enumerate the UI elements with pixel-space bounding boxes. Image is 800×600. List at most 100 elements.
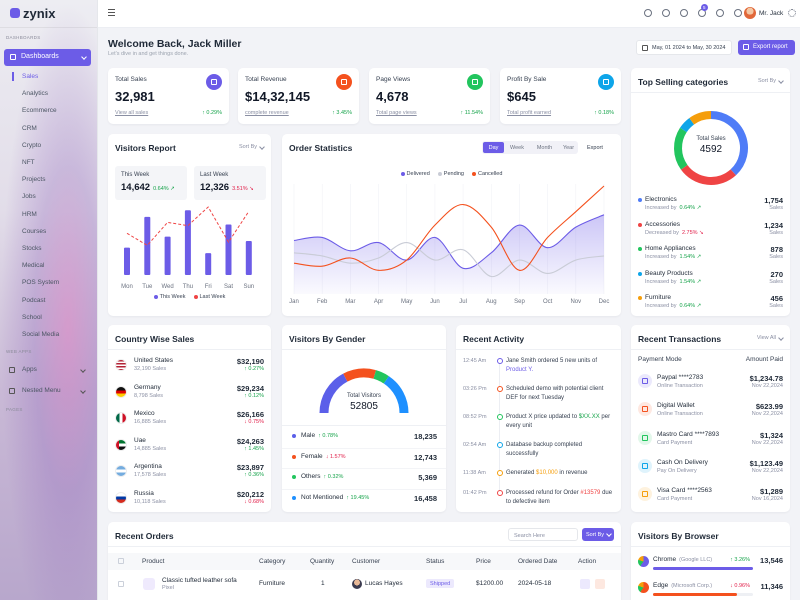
menu-item[interactable]: Nested Menu (22, 387, 61, 394)
browser-change: ↑ 3.26% (730, 557, 750, 563)
stat-link[interactable]: Total profit earned (507, 110, 552, 116)
payment-amount: $1,234.78 (749, 374, 783, 383)
x-tick-label: Wed (161, 284, 173, 290)
bar (144, 216, 151, 275)
menu-item[interactable]: Apps (22, 366, 37, 373)
tab-label: Year (562, 145, 575, 151)
header-icon[interactable] (644, 9, 652, 17)
gender-name: Female (301, 452, 323, 460)
menu-item[interactable]: Courses (22, 227, 47, 235)
column-header: Ordered Date (518, 558, 558, 565)
settings-icon[interactable] (788, 9, 796, 17)
progress-bar (653, 593, 737, 596)
country-change: ↑ 0.36% (244, 472, 264, 478)
action-view[interactable] (580, 579, 590, 589)
menu-item[interactable]: Social Media (22, 331, 60, 338)
category-name: Furniture (645, 294, 672, 301)
column-header: Price (476, 558, 491, 565)
menu-item[interactable]: Podcast (22, 296, 46, 304)
tab[interactable]: Year (559, 142, 578, 153)
country-sales: 32,190 Sales (134, 366, 167, 372)
user-name[interactable]: Mr. Jack (759, 10, 784, 17)
payment-amount: $1,324 (760, 430, 783, 440)
header-icon[interactable] (734, 9, 742, 17)
sort-button[interactable]: Sort By (238, 144, 257, 150)
checkbox[interactable] (118, 581, 124, 587)
activity-text-part: $XX.XX (578, 414, 600, 420)
visitors-chart: Mon Tue Wed Thu Fri Sat Sun (121, 206, 254, 290)
menu-item[interactable]: NFT (22, 159, 35, 166)
welcome-subtitle: Let's dive in and get things done. (108, 51, 189, 57)
x-tick-label: Mar (345, 299, 355, 305)
activity-text: Generated $10,000 in revenue (506, 469, 614, 478)
sort-button[interactable]: Sort By (757, 78, 776, 84)
active-menu[interactable]: Dashboards (4, 49, 91, 66)
column-header: Amount Paid (745, 356, 783, 363)
tab-label: Day (488, 145, 499, 151)
category-name: Beauty Products (645, 269, 693, 277)
country-change: ↓ 0.75% (244, 419, 264, 425)
menu-toggle[interactable] (108, 9, 115, 10)
view-all[interactable]: View All (756, 335, 776, 341)
stat-link[interactable]: View all sales (115, 110, 149, 116)
badge-count: 5 (703, 5, 706, 10)
payment-amount: $1,123.49 (749, 458, 783, 468)
stat-link[interactable]: complete revenue (245, 110, 289, 116)
section-label: WEB APPS (6, 349, 32, 354)
browser-name-row: Chrome (Google LLC) (653, 556, 712, 563)
header-icon[interactable] (662, 9, 670, 17)
top-selling: Top Selling categories Sort By Total Sales… (631, 68, 790, 316)
tab-label: Month (536, 145, 553, 151)
card-title: Visitors By Browser (638, 531, 719, 541)
tab[interactable]: Month (531, 142, 558, 153)
menu-item[interactable]: Analytics (22, 90, 49, 98)
stat-card: Page Views 4,678 Total page views ↑ 11.54% (369, 68, 490, 124)
date-range[interactable]: May, 01 2024 to May, 30 2024 (636, 40, 732, 55)
menu-item[interactable]: Stocks (22, 245, 42, 252)
week-change: 3.51% ↘ (232, 186, 254, 192)
stat-card: Total Sales 32,981 View all sales ↑ 0.29% (108, 68, 229, 124)
order-chart: Jan Feb Mar Apr May Jun Jul Aug Sep Oct Nov Dec (289, 184, 609, 305)
country-sales: 10,118 Sales (134, 498, 166, 505)
action-edit[interactable] (595, 579, 605, 589)
menu-item[interactable]: Sales (22, 73, 39, 80)
menu-item[interactable]: POS System (22, 279, 60, 287)
stat-value: 4,678 (376, 89, 409, 104)
menu-item[interactable]: CRM (22, 124, 37, 132)
header-icon[interactable] (680, 9, 688, 17)
menu-item[interactable]: HRM (22, 210, 37, 218)
week-change: 0.64% ↗ (153, 186, 175, 192)
calendar-icon (642, 45, 648, 51)
visitors-gender: Visitors By Gender Total Visitors 52805 Mal… (282, 325, 446, 512)
tab[interactable]: Day (483, 142, 504, 153)
gauge-segment (343, 368, 376, 382)
export-link[interactable]: Export (587, 145, 603, 151)
checkbox[interactable] (118, 558, 124, 564)
menu-toggle[interactable] (108, 12, 115, 13)
menu-item[interactable]: Jobs (22, 193, 36, 201)
sort-button[interactable]: Sort By (582, 528, 614, 541)
menu-item[interactable]: Medical (22, 262, 45, 270)
timeline-dot (497, 470, 503, 476)
search-placeholder: Search Here (514, 532, 545, 539)
category-unit: Sales (769, 254, 783, 260)
flag (115, 491, 127, 504)
menu-item[interactable]: Ecommerce (22, 107, 57, 115)
category-trend: Increased by 1.54% ↗ (645, 254, 701, 260)
payment-type: Online Transaction (657, 383, 703, 389)
menu-toggle[interactable] (108, 15, 115, 16)
export-button[interactable]: Export report (738, 40, 795, 55)
avatar[interactable] (744, 7, 756, 19)
x-tick-label: Sat (224, 284, 233, 290)
divider (456, 349, 621, 350)
header-icon[interactable] (716, 9, 724, 17)
search-box[interactable]: Search Here (508, 528, 578, 541)
flag (115, 412, 127, 424)
menu-item[interactable]: School (22, 313, 42, 321)
column-header: Payment Mode (638, 356, 682, 363)
trend-label: Increased by (645, 254, 677, 260)
menu-item[interactable]: Crypto (22, 141, 42, 149)
stat-link[interactable]: Total page views (376, 110, 417, 116)
tab[interactable]: Week (504, 142, 530, 153)
menu-item[interactable]: Projects (22, 176, 46, 184)
